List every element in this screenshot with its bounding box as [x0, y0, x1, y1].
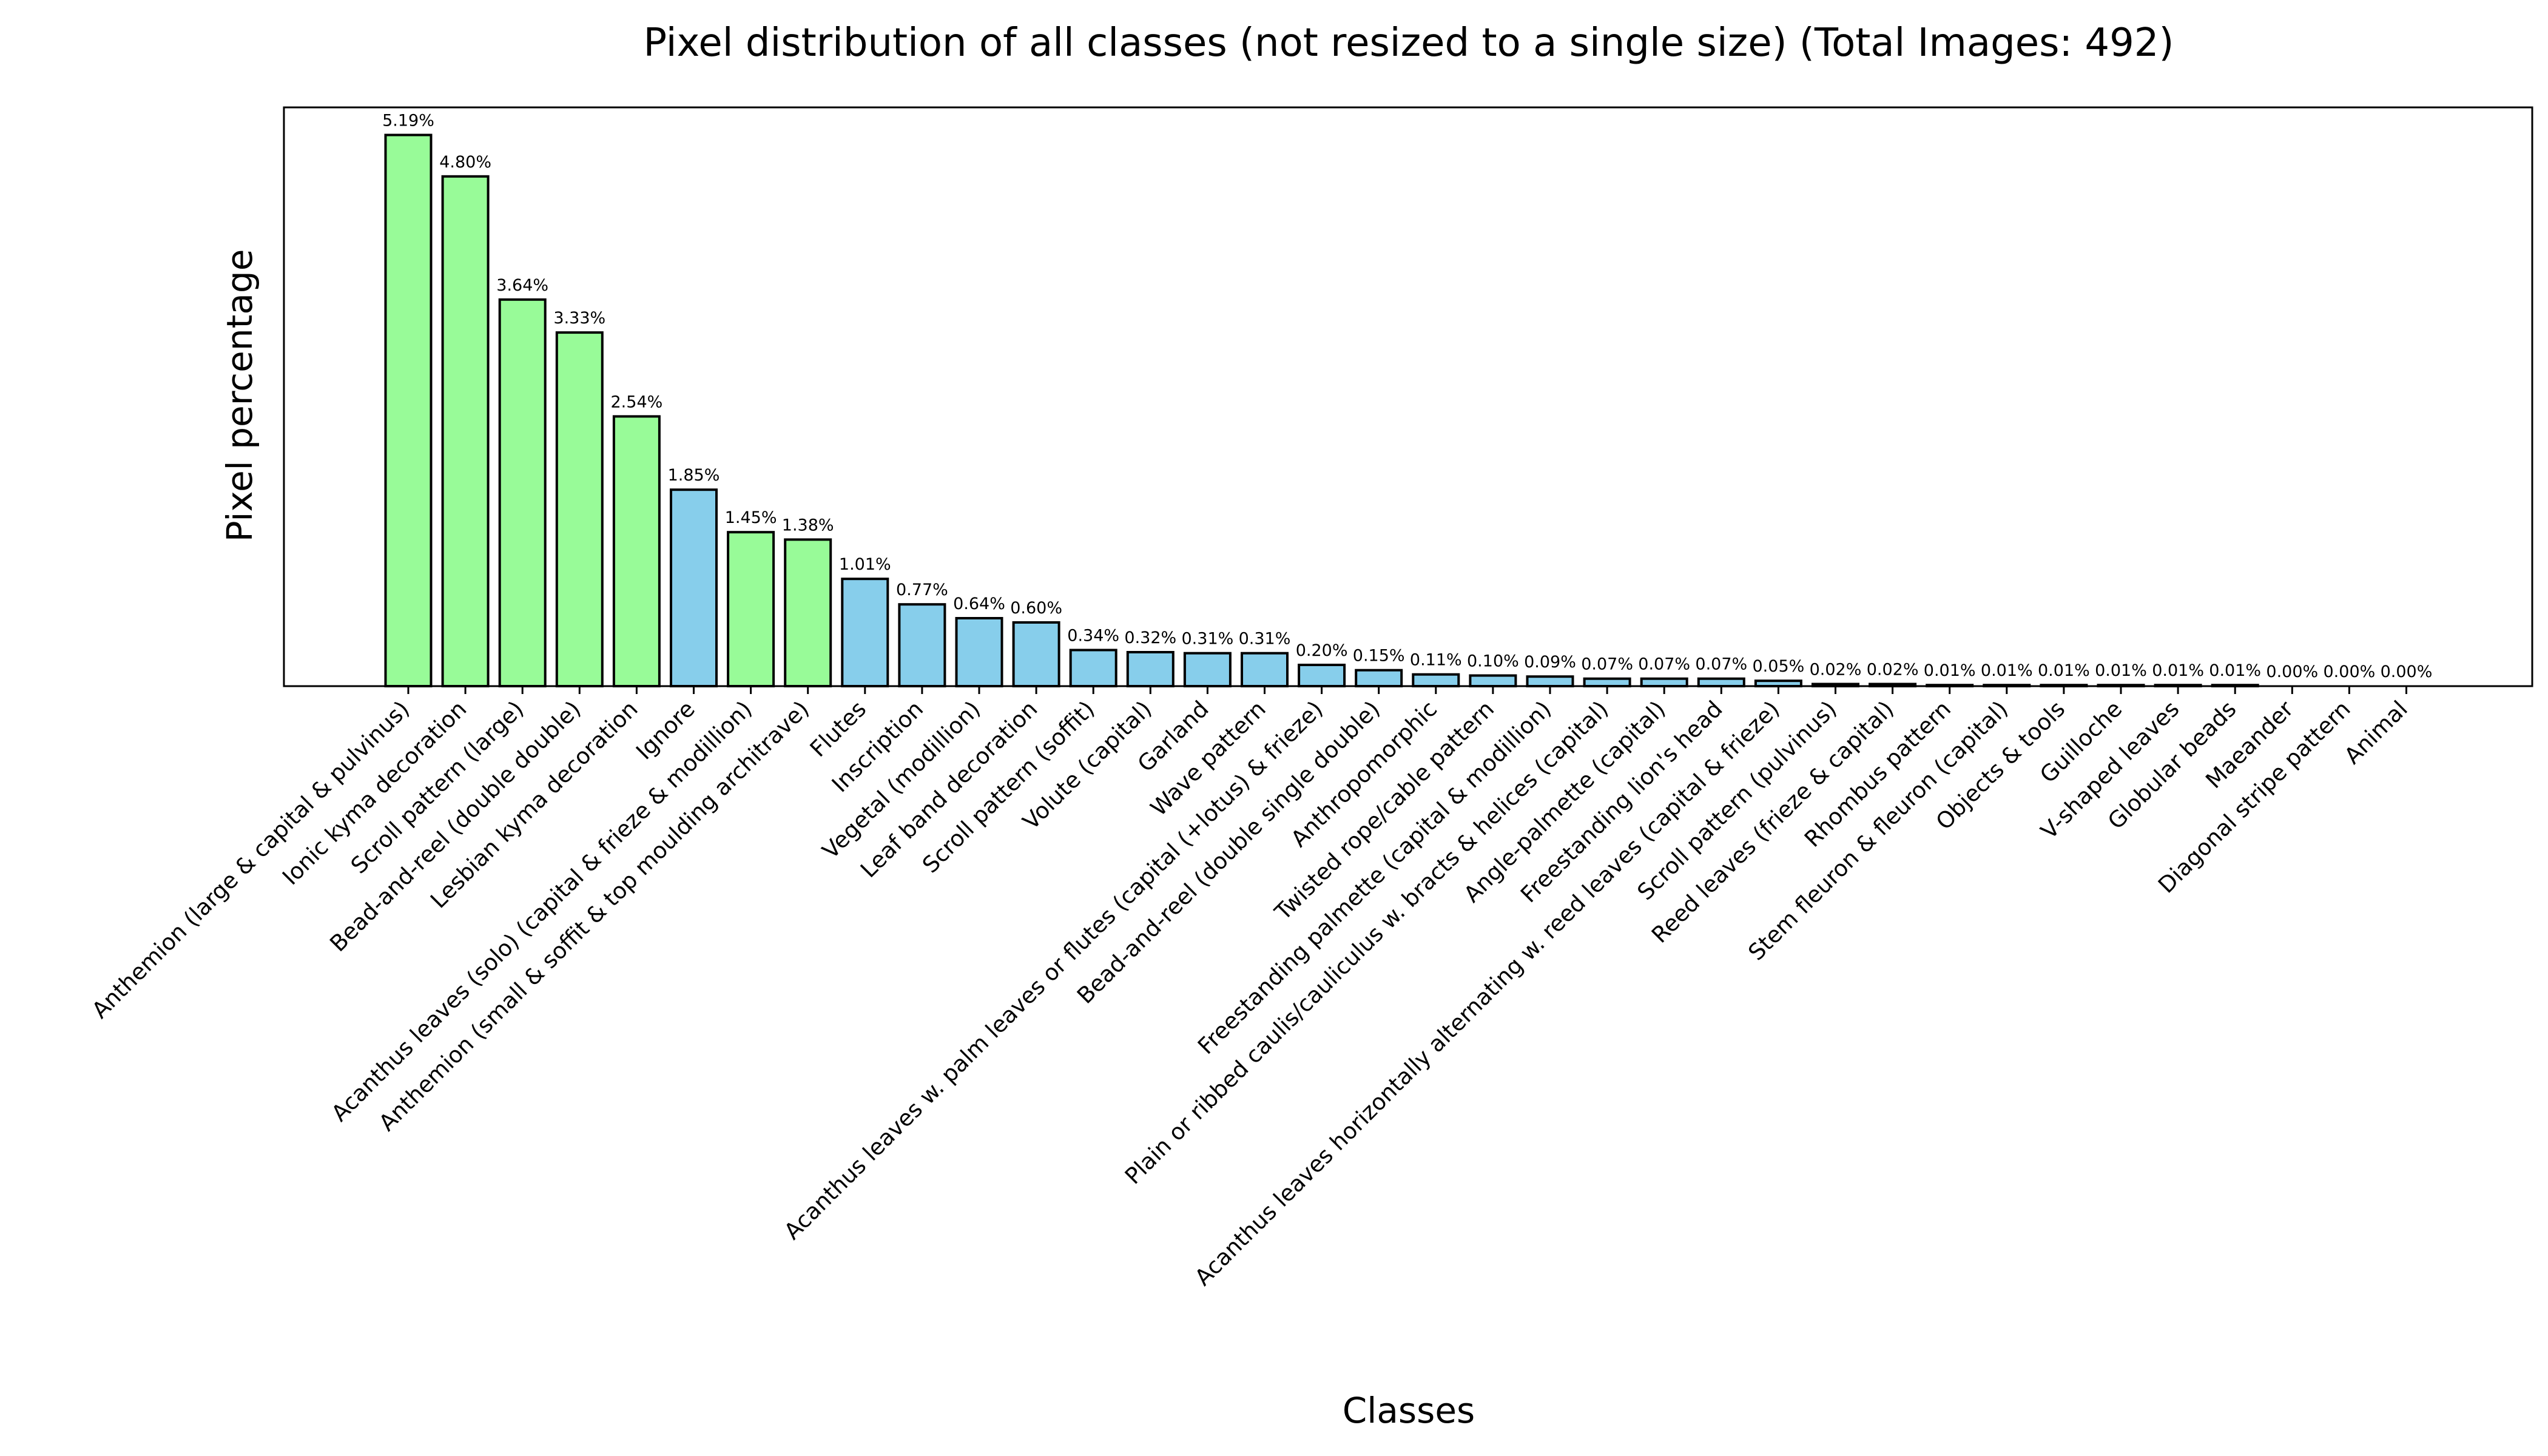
bar [1697, 677, 1745, 687]
bar-value-label: 2.54% [611, 393, 663, 411]
bar-value-label: 0.31% [1182, 630, 1234, 649]
bar [727, 531, 775, 688]
bar-value-label: 4.80% [439, 153, 491, 172]
x-ticks-group [407, 686, 2407, 694]
bar-value-label: 5.19% [382, 112, 434, 130]
bar-value-label: 0.32% [1124, 629, 1176, 647]
bar [1640, 677, 1688, 687]
bar-value-label: 0.64% [953, 595, 1005, 613]
bar [1183, 652, 1232, 687]
bar [1069, 649, 1117, 687]
x-axis-label: Classes [1343, 1390, 1475, 1431]
bar-value-label: 0.02% [1810, 661, 1862, 679]
bar-value-label: 0.11% [1410, 651, 1462, 670]
value-labels-group: 5.19% 4.80% 3.64% 3.33% 2.54% 1.85% 1.45% 1.38%… [382, 112, 2432, 682]
bar [555, 331, 604, 687]
x-tick-label: Animal [2339, 696, 2413, 769]
bar-value-label: 0.01% [2152, 661, 2204, 680]
bar [670, 488, 718, 687]
bar [841, 578, 889, 688]
bar-value-label: 0.10% [1467, 652, 1519, 671]
bar-value-label: 0.60% [1010, 599, 1062, 618]
bar [1355, 669, 1403, 687]
bar-value-label: 3.33% [553, 309, 605, 328]
bar-value-label: 1.38% [782, 516, 834, 534]
chart-title: Pixel distribution of all classes (not r… [644, 21, 2174, 66]
bar-value-label: 0.01% [1981, 661, 2033, 680]
bars-group [384, 133, 2259, 688]
bar-value-label: 0.01% [1924, 661, 1976, 680]
bar [1298, 664, 1346, 687]
bar [898, 603, 946, 688]
bar-value-label: 0.34% [1067, 627, 1119, 645]
bar-value-label: 0.20% [1296, 641, 1348, 660]
bar-value-label: 0.01% [2209, 661, 2261, 680]
bar-value-label: 0.09% [1524, 653, 1576, 672]
bar-value-label: 0.00% [2324, 662, 2376, 681]
bar-value-label: 0.07% [1581, 655, 1633, 674]
bar-value-label: 0.00% [2266, 662, 2318, 681]
bar [784, 538, 832, 688]
bar-value-label: 1.01% [839, 555, 891, 574]
bar-value-label: 0.15% [1353, 647, 1405, 666]
bar [955, 617, 1003, 687]
bar [498, 298, 547, 687]
plot-area-frame [283, 106, 2533, 687]
bar [1126, 651, 1175, 687]
bar-value-label: 0.01% [2038, 661, 2090, 680]
bar-value-label: 0.01% [2095, 661, 2147, 680]
bar [1583, 677, 1631, 687]
bar-value-label: 0.77% [896, 581, 948, 599]
bar-value-label: 0.07% [1638, 655, 1690, 674]
bar-value-label: 0.05% [1753, 657, 1805, 676]
x-tick-labels-group: Anthemion (large & capital & pulvinus)Io… [87, 695, 2413, 1290]
bar-value-label: 0.00% [2381, 662, 2433, 681]
bar-value-label: 0.07% [1695, 655, 1747, 674]
bar [384, 133, 433, 687]
bar-value-label: 0.02% [1867, 661, 1919, 679]
bar [1469, 674, 1517, 687]
bar [1241, 652, 1289, 687]
bar [612, 415, 661, 688]
bar [1526, 675, 1574, 687]
bar-value-label: 0.31% [1239, 630, 1291, 649]
bar [1012, 621, 1060, 687]
bar [1412, 673, 1460, 687]
y-axis-label: Pixel percentage [219, 249, 260, 542]
bar-value-label: 1.85% [668, 466, 720, 485]
bar [441, 175, 490, 687]
bar-value-label: 1.45% [725, 508, 777, 527]
bar-value-label: 3.64% [496, 276, 548, 295]
